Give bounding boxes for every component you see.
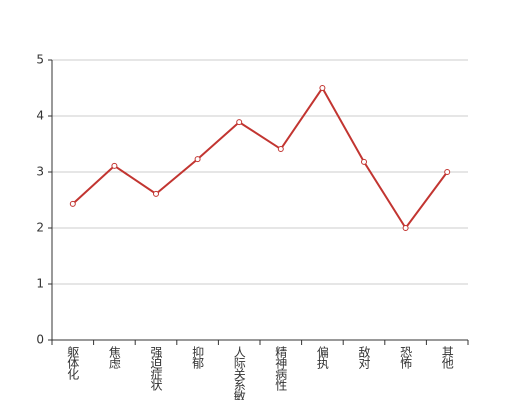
x-tick-label: 焦虑 (107, 346, 121, 369)
x-tick-label: 精神病性 (274, 346, 288, 392)
point (194, 156, 201, 163)
point (402, 225, 409, 231)
point (153, 190, 159, 197)
y-tick-label: 3 (36, 165, 44, 179)
x-tick-label: 强迫症状 (149, 346, 163, 391)
x-tick-label: 偏执 (315, 345, 329, 370)
x-tick-label: 抑郁 (191, 345, 205, 370)
x-tick-label: 人际关系敏感 (232, 346, 246, 400)
y-tick-label: 2 (36, 221, 44, 235)
point (361, 158, 367, 165)
y-tick-label: 5 (36, 53, 44, 67)
x-tick-label: 躯体化 (66, 345, 80, 381)
x-tick-label: 敌对 (357, 345, 371, 369)
y-tick-label: 0 (36, 333, 44, 347)
x-tick-label: 其他 (440, 346, 454, 369)
point (111, 162, 118, 169)
y-tick-label: 4 (36, 109, 44, 123)
line (72, 86, 449, 230)
point (69, 200, 76, 207)
point (319, 85, 326, 91)
y-tick-label: 1 (36, 277, 44, 291)
point (277, 146, 284, 153)
point (444, 169, 451, 175)
x-tick-label: 恐怖 (399, 346, 413, 369)
point (236, 119, 243, 126)
